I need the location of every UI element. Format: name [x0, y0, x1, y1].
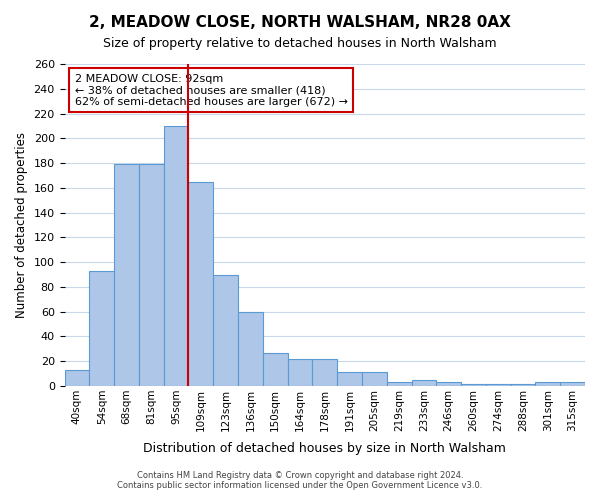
- Bar: [337, 372, 362, 386]
- Y-axis label: Number of detached properties: Number of detached properties: [15, 132, 28, 318]
- Text: 2 MEADOW CLOSE: 92sqm
← 38% of detached houses are smaller (418)
62% of semi-det: 2 MEADOW CLOSE: 92sqm ← 38% of detached …: [75, 74, 348, 107]
- Bar: [238, 312, 263, 386]
- Bar: [89, 271, 114, 386]
- Bar: [139, 164, 164, 386]
- Bar: [213, 274, 238, 386]
- Bar: [362, 372, 387, 386]
- Bar: [263, 352, 287, 386]
- Text: Contains HM Land Registry data © Crown copyright and database right 2024.
Contai: Contains HM Land Registry data © Crown c…: [118, 470, 482, 490]
- Bar: [387, 382, 412, 386]
- Bar: [511, 384, 535, 386]
- Bar: [287, 358, 313, 386]
- Bar: [65, 370, 89, 386]
- Bar: [486, 384, 511, 386]
- Bar: [461, 384, 486, 386]
- Text: Size of property relative to detached houses in North Walsham: Size of property relative to detached ho…: [103, 38, 497, 51]
- Bar: [188, 182, 213, 386]
- Bar: [535, 382, 560, 386]
- Bar: [412, 380, 436, 386]
- Bar: [164, 126, 188, 386]
- Bar: [560, 382, 585, 386]
- X-axis label: Distribution of detached houses by size in North Walsham: Distribution of detached houses by size …: [143, 442, 506, 455]
- Bar: [313, 358, 337, 386]
- Text: 2, MEADOW CLOSE, NORTH WALSHAM, NR28 0AX: 2, MEADOW CLOSE, NORTH WALSHAM, NR28 0AX: [89, 15, 511, 30]
- Bar: [436, 382, 461, 386]
- Bar: [114, 164, 139, 386]
